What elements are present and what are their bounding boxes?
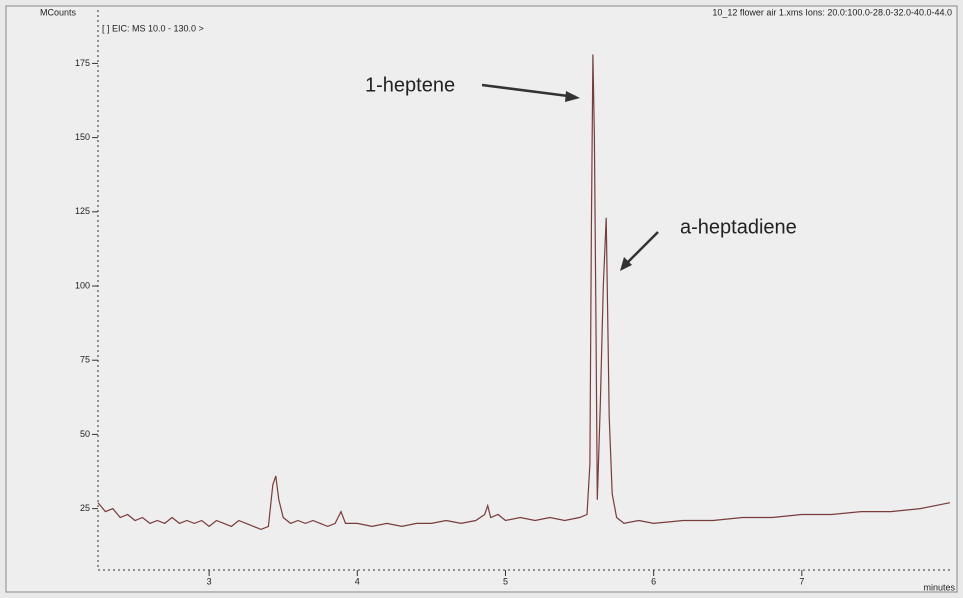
y-tick-label: 75: [80, 355, 90, 365]
subtitle: [ ] EIC: MS 10.0 - 130.0 >: [102, 23, 204, 33]
y-tick-label: 100: [75, 280, 90, 290]
x-axis-label: minutes: [923, 582, 955, 592]
arrow-head: [620, 257, 632, 271]
x-tick-label: 5: [503, 576, 508, 586]
x-tick-label: 4: [355, 576, 360, 586]
y-tick-label: 150: [75, 132, 90, 142]
annotation: a-heptadiene: [680, 216, 797, 238]
plot-frame: [5, 5, 958, 593]
trace: [97, 54, 951, 531]
arrow: [623, 231, 659, 267]
y-tick-label: 175: [75, 58, 90, 68]
y-tick-label: 25: [80, 503, 90, 513]
title: 10_12 flower air 1.xms Ions: 20.0:100.0-…: [712, 7, 952, 17]
y-tick-label: 50: [80, 429, 90, 439]
annotation: 1-heptene: [365, 74, 455, 96]
x-tick-label: 7: [799, 576, 804, 586]
x-tick-label: 3: [207, 576, 212, 586]
arrow: [481, 83, 577, 99]
y-axis-label: MCounts: [40, 7, 77, 17]
y-tick-label: 125: [75, 206, 90, 216]
x-tick-label: 6: [651, 576, 656, 586]
arrow-head: [565, 91, 580, 102]
